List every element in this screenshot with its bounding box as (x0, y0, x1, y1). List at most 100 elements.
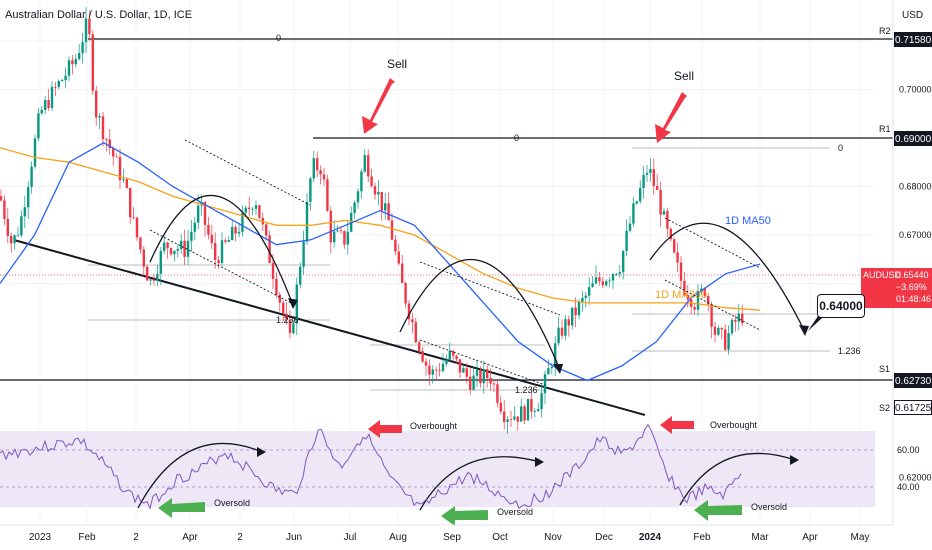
candle-body (23, 207, 26, 217)
candle-body (591, 283, 594, 288)
candle-body (74, 58, 77, 65)
candle-body (322, 174, 326, 180)
oversold-arrows (158, 498, 742, 526)
candle-body (180, 240, 183, 249)
candle-body (112, 148, 115, 157)
ticker-symbol: AUDUSD (863, 270, 902, 280)
price-tick: 0.68000 (899, 182, 932, 192)
candle-body (700, 288, 703, 291)
oversold-label-1: Oversold (214, 498, 250, 508)
candle-body (727, 333, 730, 350)
candle-body (295, 284, 298, 324)
candle-body (540, 393, 543, 410)
candle-body (108, 139, 111, 149)
candle-body (421, 351, 424, 362)
candle-body (686, 294, 689, 300)
target-pointer (808, 316, 822, 331)
candle-body (710, 304, 713, 327)
candle-body (656, 185, 659, 190)
candle-body (105, 139, 108, 140)
candle-body (118, 157, 122, 181)
currency-label[interactable]: USD (902, 10, 924, 21)
candle-body (275, 278, 278, 295)
candle-body (615, 273, 618, 275)
candle-body (224, 240, 227, 242)
candle-body (608, 280, 611, 282)
trend-line (13, 239, 646, 416)
candle-body (356, 191, 360, 203)
candle-body (482, 369, 485, 384)
candle-body (271, 262, 275, 279)
candle-body (122, 179, 125, 181)
fib-lines (88, 147, 830, 391)
candle-body (326, 179, 329, 211)
candle-body (135, 217, 139, 238)
candle-body (305, 201, 309, 242)
s2-tag: S2 (879, 403, 890, 413)
candle-body (730, 319, 734, 334)
candle-body (50, 86, 54, 109)
candle-body (448, 351, 451, 360)
candle-body (741, 313, 744, 324)
time-tick: Mar (751, 532, 769, 543)
candle-body (156, 273, 159, 281)
candle-body (543, 374, 547, 394)
candle-body (734, 319, 737, 322)
candle-body (353, 202, 356, 214)
candle-body (207, 224, 210, 235)
candle-body (390, 220, 394, 240)
time-tick: May (851, 532, 870, 543)
candle-body (431, 369, 434, 375)
candle-body (125, 179, 128, 188)
candle-body (492, 383, 496, 385)
candle-body (428, 365, 431, 375)
time-tick: Dec (595, 532, 613, 543)
candle-body (683, 280, 686, 295)
candle-body (163, 242, 166, 251)
candle-body (550, 367, 553, 369)
candle-body (30, 166, 33, 187)
candle-body (588, 287, 591, 296)
candle-body (564, 319, 567, 336)
candle-body (622, 250, 625, 273)
candle-body (489, 377, 492, 384)
candle-body (217, 260, 220, 264)
candle-body (693, 306, 696, 310)
fib-label-1: 1.236 (276, 315, 299, 325)
candle-body (227, 239, 230, 242)
candle-body (231, 226, 234, 240)
fib-zero-r2: 0 (276, 33, 281, 43)
r2-price-box: 0.71580 (894, 32, 932, 47)
candle-body (183, 240, 186, 257)
candle-body (577, 301, 581, 316)
candle-body (214, 243, 217, 261)
candle-body (465, 368, 468, 377)
candle-body (724, 329, 727, 350)
candle-body (197, 205, 200, 223)
time-axis[interactable]: 2023 Feb 2 Apr 2 Jun Jul Aug Sep Oct Nov Dec 2024 Feb… (29, 532, 870, 543)
candle-body (652, 169, 655, 186)
oversold-label-2: Oversold (497, 507, 533, 517)
candle-body (676, 252, 679, 263)
chart-title: Australian Dollar / U.S. Dollar, 1D, ICE (5, 9, 193, 21)
time-tick: Jun (286, 532, 302, 543)
time-tick: Jul (344, 532, 357, 543)
fib-label-3: 1.236 (838, 346, 861, 356)
candle-body (149, 279, 152, 281)
candle-body (101, 116, 105, 140)
candle-body (67, 60, 71, 76)
candle-body (285, 313, 288, 321)
candle-body (404, 282, 407, 304)
candle-body (47, 100, 50, 109)
candle-body (662, 211, 666, 215)
candle-body (526, 398, 530, 421)
candle-body (336, 230, 339, 232)
candle-body (302, 241, 305, 267)
candle-body (173, 250, 176, 255)
candle-body (319, 170, 322, 175)
overbought-label-2: Overbought (710, 420, 758, 430)
candle-body (533, 411, 536, 412)
candle-body (146, 266, 149, 281)
arc-arrowheads (257, 298, 809, 467)
